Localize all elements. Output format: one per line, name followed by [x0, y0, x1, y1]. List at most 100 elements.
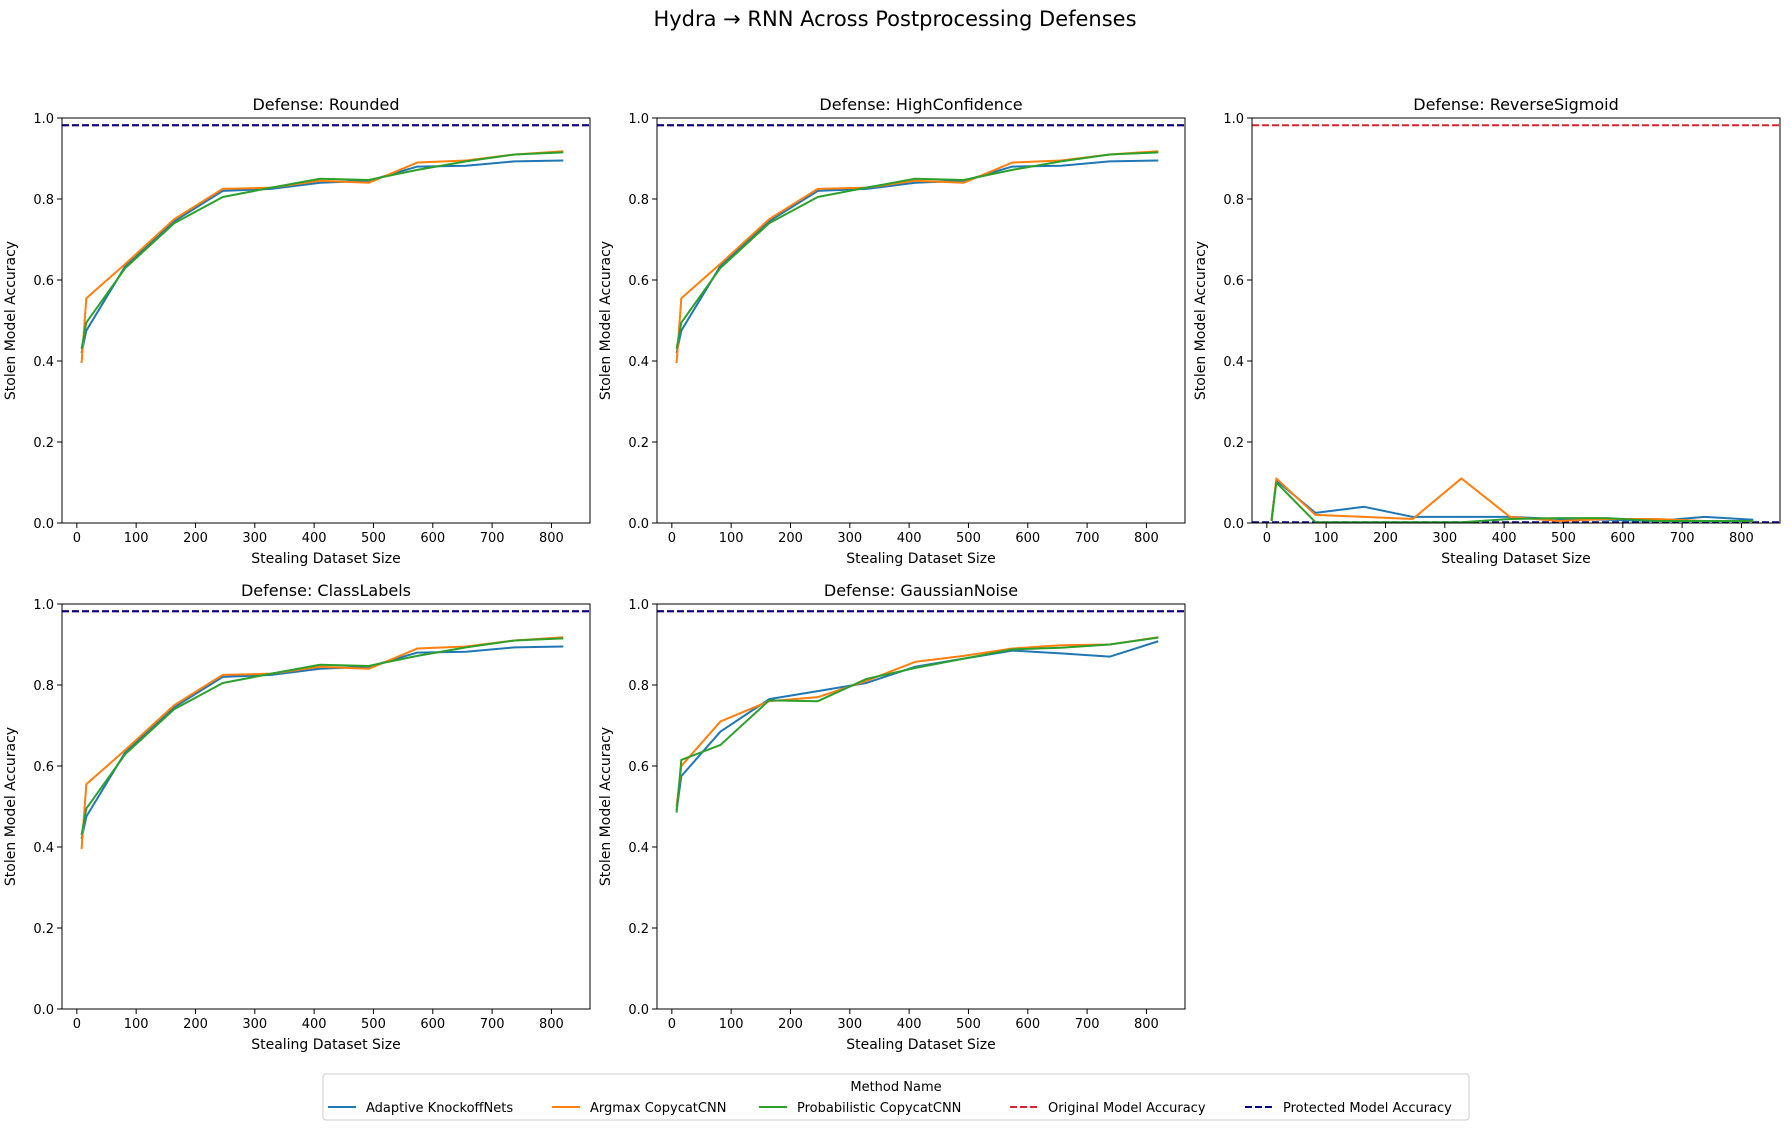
y-axis-label: Stolen Model Accuracy — [598, 727, 614, 886]
x-tick-label: 300 — [837, 531, 862, 546]
y-tick-label: 0.0 — [628, 1003, 649, 1018]
x-axis-label: Stealing Dataset Size — [251, 1037, 401, 1053]
y-tick-label: 0.6 — [1223, 274, 1244, 289]
y-tick-label: 0.2 — [1223, 436, 1244, 451]
y-axis-label: Stolen Model Accuracy — [3, 727, 19, 886]
y-tick-label: 0.2 — [33, 922, 54, 937]
x-tick-label: 0 — [668, 531, 676, 546]
y-tick-label: 0.0 — [628, 517, 649, 532]
legend-frame — [322, 1073, 1470, 1121]
x-tick-label: 600 — [1015, 1017, 1040, 1032]
y-tick-label: 0.6 — [33, 274, 54, 289]
y-tick-label: 0.0 — [33, 517, 54, 532]
y-tick-label: 0.6 — [628, 274, 649, 289]
x-tick-label: 0 — [73, 531, 81, 546]
axes-frame — [656, 603, 1186, 1010]
legend-item-argmax-copycatcnn: Argmax CopycatCNN — [552, 1101, 726, 1116]
y-axis-label: Stolen Model Accuracy — [598, 241, 614, 400]
y-tick-label: 0.4 — [1223, 355, 1244, 370]
y-tick-label: 0.4 — [628, 355, 649, 370]
legend-label: Probabilistic CopycatCNN — [797, 1101, 961, 1116]
plot-area — [657, 124, 1185, 364]
x-tick-label: 700 — [1670, 531, 1695, 546]
plot-area — [62, 124, 590, 364]
x-tick-label: 300 — [1432, 531, 1457, 546]
x-tick-label: 100 — [719, 1017, 744, 1032]
panel-title: Defense: ReverseSigmoid — [1413, 95, 1618, 114]
figure-title: Hydra → RNN Across Postprocessing Defens… — [653, 7, 1136, 31]
x-tick-label: 400 — [302, 531, 327, 546]
y-tick-label: 1.0 — [33, 112, 54, 127]
series-line-adaptive-knockoffnets — [1270, 479, 1754, 522]
y-tick-label: 0.2 — [628, 922, 649, 937]
x-tick-label: 100 — [1314, 531, 1339, 546]
x-tick-label: 300 — [242, 1017, 267, 1032]
y-tick-label: 0.8 — [1223, 193, 1244, 208]
legend-item-probabilistic-copycatcnn: Probabilistic CopycatCNN — [759, 1101, 961, 1116]
x-tick-label: 200 — [183, 1017, 208, 1032]
x-tick-label: 0 — [73, 1017, 81, 1032]
x-tick-label: 0 — [1263, 531, 1271, 546]
x-tick-label: 700 — [1075, 1017, 1100, 1032]
x-tick-label: 600 — [420, 531, 445, 546]
plot-area — [62, 610, 590, 850]
y-tick-label: 0.8 — [628, 193, 649, 208]
y-axis-label: Stolen Model Accuracy — [1193, 241, 1209, 400]
series-line-adaptive-knockoffnets — [80, 159, 564, 354]
x-tick-label: 800 — [1729, 531, 1754, 546]
x-tick-label: 200 — [183, 531, 208, 546]
x-tick-label: 0 — [668, 1017, 676, 1032]
chart-panel-defense-gaussiannoise: Defense: GaussianNoise 0 100 200 300 400 500 60… — [598, 581, 1186, 1053]
x-tick-label: 300 — [837, 1017, 862, 1032]
y-tick-label: 0.6 — [628, 760, 649, 775]
x-tick-label: 500 — [956, 1017, 981, 1032]
x-axis-label: Stealing Dataset Size — [846, 1037, 996, 1053]
series-line-adaptive-knockoffnets — [80, 645, 564, 840]
axes-frame — [61, 117, 591, 524]
panel-title: Defense: HighConfidence — [819, 95, 1022, 114]
plot-area — [657, 610, 1185, 813]
x-tick-label: 200 — [1373, 531, 1398, 546]
x-tick-label: 200 — [778, 1017, 803, 1032]
panel-title: Defense: GaussianNoise — [824, 581, 1018, 600]
y-tick-label: 0.0 — [1223, 517, 1244, 532]
series-line-adaptive-knockoffnets — [675, 159, 1159, 354]
x-tick-label: 500 — [1551, 531, 1576, 546]
x-axis-label: Stealing Dataset Size — [1441, 551, 1591, 567]
x-tick-label: 100 — [124, 531, 149, 546]
y-tick-label: 0.8 — [33, 193, 54, 208]
legend-label: Protected Model Accuracy — [1283, 1101, 1452, 1116]
axes-frame — [1251, 117, 1781, 524]
legend-item-original-model-accuracy: Original Model Accuracy — [1010, 1101, 1206, 1116]
x-tick-label: 800 — [539, 531, 564, 546]
y-tick-label: 1.0 — [1223, 112, 1244, 127]
x-axis-label: Stealing Dataset Size — [251, 551, 401, 567]
x-axis-label: Stealing Dataset Size — [846, 551, 996, 567]
plot-area — [1252, 124, 1780, 523]
x-tick-label: 700 — [480, 531, 505, 546]
y-tick-label: 1.0 — [33, 598, 54, 613]
x-tick-label: 300 — [242, 531, 267, 546]
y-tick-label: 1.0 — [628, 598, 649, 613]
legend-title: Method Name — [850, 1080, 941, 1095]
y-tick-label: 0.4 — [33, 841, 54, 856]
x-tick-label: 100 — [719, 531, 744, 546]
x-tick-label: 700 — [480, 1017, 505, 1032]
series-line-probabilistic-copycatcnn — [80, 637, 564, 836]
x-tick-label: 800 — [539, 1017, 564, 1032]
x-tick-label: 500 — [956, 531, 981, 546]
x-tick-label: 200 — [778, 531, 803, 546]
chart-panel-defense-rounded: Defense: Rounded 0 100 200 300 400 500 600 700 80… — [3, 95, 591, 567]
series-line-probabilistic-copycatcnn — [675, 636, 1159, 813]
x-tick-label: 100 — [124, 1017, 149, 1032]
x-tick-label: 600 — [1015, 531, 1040, 546]
legend-label: Original Model Accuracy — [1048, 1101, 1206, 1116]
y-tick-label: 0.8 — [33, 679, 54, 694]
series-line-probabilistic-copycatcnn — [80, 151, 564, 350]
panel-title: Defense: Rounded — [252, 95, 399, 114]
legend-item-protected-model-accuracy: Protected Model Accuracy — [1245, 1101, 1452, 1116]
legend-item-adaptive-knockoffnets: Adaptive KnockoffNets — [328, 1101, 513, 1116]
axes-frame — [656, 117, 1186, 524]
x-tick-label: 800 — [1134, 531, 1159, 546]
